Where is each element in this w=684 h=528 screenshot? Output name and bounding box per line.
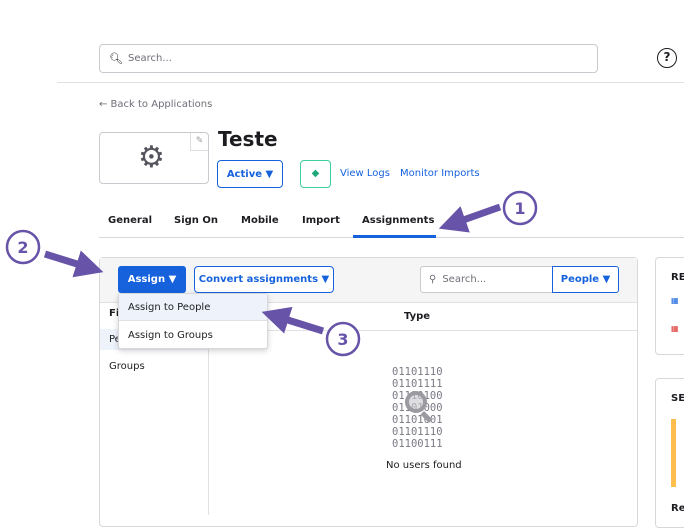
annotation-arrow-2 (43, 250, 104, 278)
active-tab-indicator (353, 235, 436, 238)
annotation-arrow-3 (261, 306, 325, 335)
tab-import[interactable]: Import (302, 215, 340, 226)
tab-assignments[interactable]: Assignments (362, 215, 435, 226)
type-column-header: Type (404, 311, 431, 322)
status-dropdown[interactable]: Active ▼ (217, 160, 283, 188)
annotation-label-3: 3 (337, 330, 348, 349)
annotation-circle-2 (5, 229, 41, 265)
report-error-icon[interactable]: ▦ (671, 324, 679, 333)
search-icon: ⚲ (429, 274, 437, 285)
empty-state-illustration: 0110111001101111011101000110100001101001… (392, 366, 443, 450)
help-icon[interactable]: ? (657, 48, 677, 68)
magnifier-icon (405, 391, 427, 413)
annotation-circle-3 (325, 321, 361, 357)
tab-sign-on[interactable]: Sign On (174, 215, 219, 226)
assign-dropdown-menu: Assign to People Assign to Groups (118, 293, 268, 349)
view-logs-link[interactable]: View Logs (340, 168, 390, 179)
assign-to-groups-item[interactable]: Assign to Groups (128, 330, 213, 341)
report-icon[interactable]: ▦ (671, 296, 679, 305)
empty-message: No users found (386, 460, 462, 471)
panel-heading: RE (671, 272, 684, 283)
panel-heading: SE (671, 393, 684, 404)
table-header: Type (209, 303, 637, 331)
filters-sidebar (100, 303, 209, 515)
annotation-circle-1 (502, 190, 538, 226)
filters-header: Fi (109, 308, 120, 319)
annotation-label-2: 2 (17, 238, 28, 257)
tab-general[interactable]: General (108, 215, 152, 226)
app-title: Teste (218, 127, 278, 151)
divider (57, 82, 684, 83)
tab-mobile[interactable]: Mobile (241, 215, 279, 226)
convert-assignments-button[interactable]: Convert assignments ▼ (194, 266, 334, 293)
right-panel-reports: RE ▦ ▦ (655, 257, 684, 355)
assignments-search-input[interactable]: ⚲ Search... (420, 266, 553, 293)
gear-icon: ⚙ (138, 140, 165, 175)
push-groups-icon[interactable]: ◆ (300, 160, 331, 188)
filter-groups[interactable]: Groups (109, 361, 145, 372)
back-to-applications-link[interactable]: ← Back to Applications (99, 99, 213, 110)
assign-button[interactable]: Assign ▼ (118, 266, 186, 293)
panel-footer: Re (671, 503, 684, 514)
annotation-overlay: 1 2 3 (5, 190, 538, 357)
global-search[interactable]: 🔍︎ Search... (99, 44, 598, 73)
app-logo: ⚙ ✎ (99, 132, 209, 184)
edit-logo-icon[interactable]: ✎ (190, 133, 208, 151)
search-icon: 🔍︎ (109, 52, 123, 65)
annotation-arrow-1 (438, 203, 502, 233)
monitor-imports-link[interactable]: Monitor Imports (400, 168, 480, 179)
annotation-label-1: 1 (514, 199, 525, 218)
assign-to-people-item[interactable]: Assign to People (119, 294, 267, 321)
people-filter-dropdown[interactable]: People ▼ (552, 266, 619, 293)
warning-bar (671, 419, 676, 487)
